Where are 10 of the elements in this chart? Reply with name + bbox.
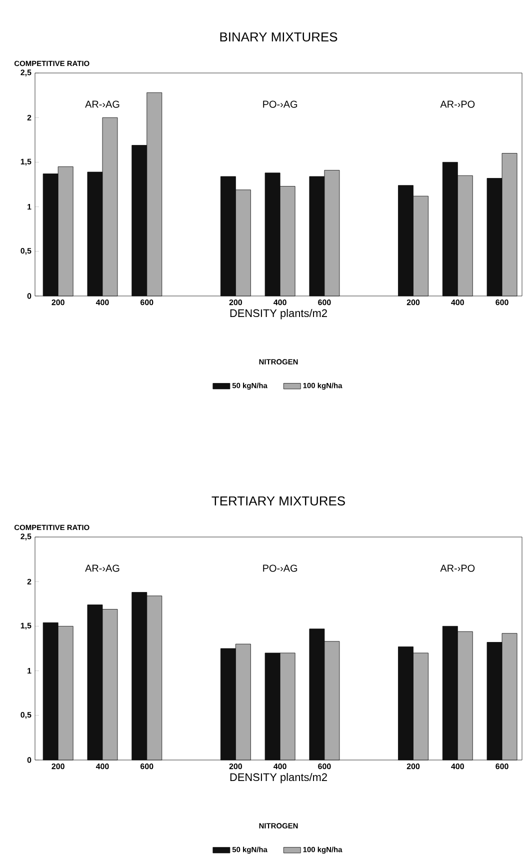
x-axis-title: DENSITY plants/m2	[230, 309, 327, 320]
chart-title: TERTIARY MIXTURES	[212, 496, 345, 506]
x-axis-title: DENSITY plants/m2	[230, 773, 327, 784]
annotation: PO-›AG	[263, 100, 298, 108]
chart-title: BINARY MIXTURES	[220, 32, 338, 42]
annotation: AR-›PO	[440, 564, 475, 572]
annotation: PO-›AG	[263, 564, 298, 572]
annotation: AR-›AG	[85, 100, 120, 108]
annotation: AR-›PO	[440, 100, 475, 108]
annotation: AR-›AG	[85, 564, 120, 572]
